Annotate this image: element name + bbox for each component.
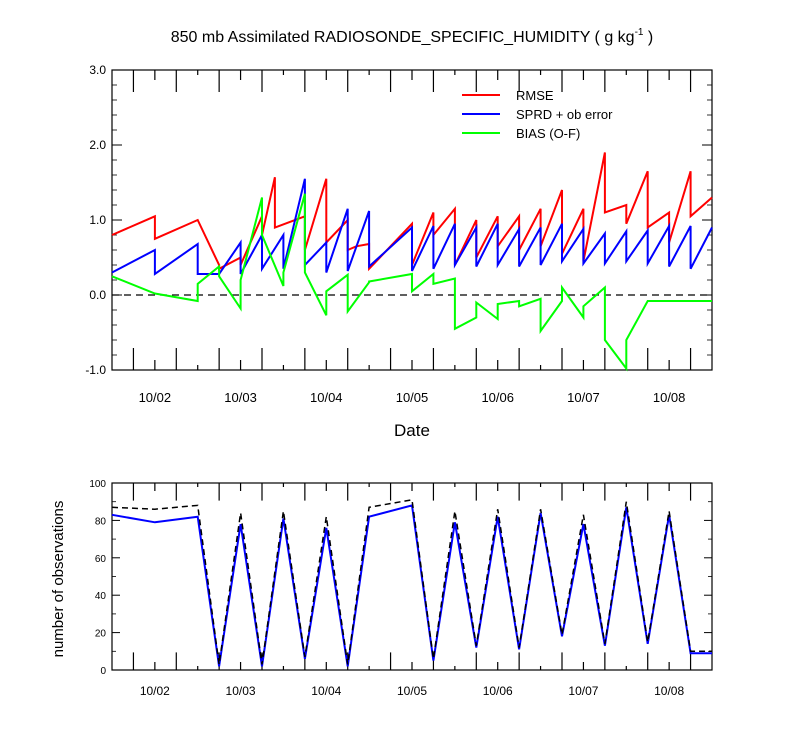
top-chart-xlabel: Date [394, 421, 430, 440]
top-plot: -1.0 0.0 1.0 2.0 3.0 10/02 10/03 10/04 10/05 10/0… [85, 63, 713, 405]
x-tick-label: 10/05 [396, 390, 429, 405]
x-tick-label: 10/07 [567, 390, 600, 405]
bottom-plot: 0 20 40 60 80 100 10/02 10/03 10/04 10/05 10/06 10/… [89, 479, 713, 698]
x-tick-label: 10/06 [483, 684, 513, 698]
x-tick-label: 10/03 [226, 684, 256, 698]
x-tick-label: 10/08 [654, 684, 684, 698]
chart-title: 850 mb Assimilated RADIOSONDE_SPECIFIC_H… [171, 27, 654, 46]
y-tick-label: 0 [100, 666, 106, 677]
y-tick-label: 100 [89, 479, 106, 490]
y-tick-label: 2.0 [89, 138, 106, 152]
x-tick-label: 10/03 [224, 390, 257, 405]
y-tick-label: 80 [95, 516, 107, 527]
x-tick-label: 10/07 [568, 684, 598, 698]
legend-label-2: BIAS (O-F) [516, 126, 580, 141]
x-tick-label: 10/05 [397, 684, 427, 698]
y-tick-label: 0.0 [89, 288, 106, 302]
y-tick-label: -1.0 [85, 363, 106, 377]
legend-label-1: SPRD + ob error [516, 107, 613, 122]
y-tick-label: 3.0 [89, 63, 106, 77]
x-tick-label: 10/04 [310, 390, 343, 405]
chart-title-superscript: -1 [635, 27, 644, 38]
series-line-1 [111, 178, 713, 276]
series-line-0 [111, 504, 712, 667]
series-line-2 [111, 193, 712, 372]
series-line-1 [111, 498, 712, 665]
chart-title-tail: ) [643, 29, 653, 46]
y-tick-label: 60 [95, 554, 107, 565]
y-tick-label: 20 [95, 629, 107, 640]
legend-label-0: RMSE [516, 88, 554, 103]
y-tick-label: 40 [95, 591, 107, 602]
chart-title-text: 850 mb Assimilated RADIOSONDE_SPECIFIC_H… [171, 29, 635, 46]
x-tick-label: 10/02 [140, 684, 170, 698]
x-tick-label: 10/02 [139, 390, 172, 405]
x-tick-label: 10/04 [311, 684, 341, 698]
y-tick-label: 1.0 [89, 213, 106, 227]
x-tick-label: 10/06 [481, 390, 514, 405]
bottom-chart-ylabel: number of observations [50, 501, 67, 658]
x-tick-label: 10/08 [653, 390, 686, 405]
plot-frame [111, 69, 713, 371]
